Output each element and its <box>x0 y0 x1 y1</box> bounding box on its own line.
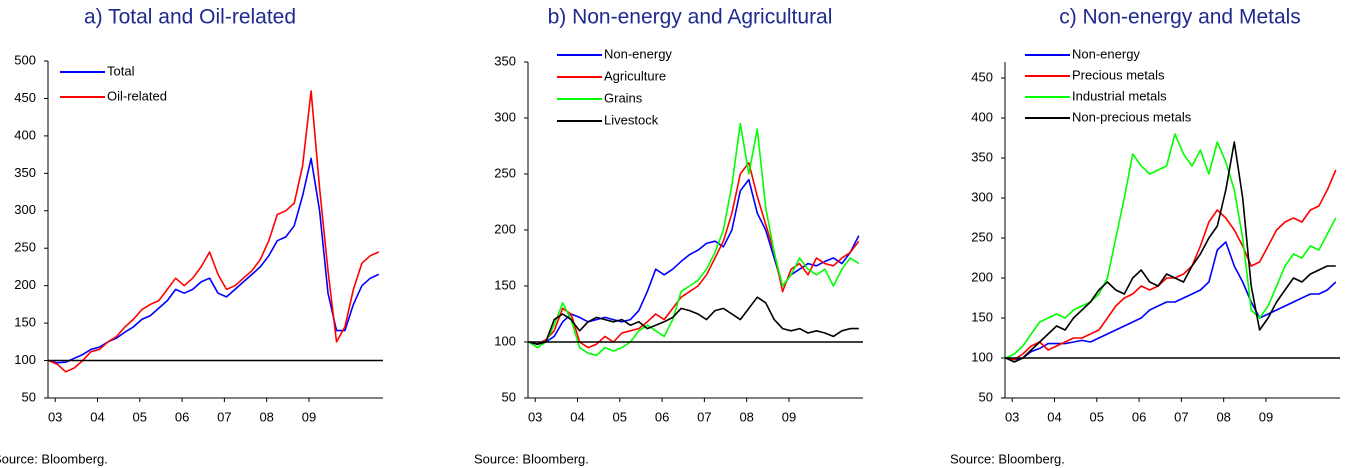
y-tick-label: 100 <box>14 352 36 367</box>
x-tick-label: 09 <box>782 409 796 424</box>
source-note: Source: Bloomberg. <box>950 451 1065 466</box>
y-tick-label: 150 <box>971 309 993 324</box>
legend-label: Oil-related <box>107 88 167 103</box>
y-tick-label: 400 <box>14 127 36 142</box>
x-tick-label: 07 <box>697 409 711 424</box>
y-tick-label: 150 <box>494 277 516 292</box>
legend-label: Agriculture <box>604 68 666 83</box>
series-line <box>1005 169 1337 361</box>
legend-label: Livestock <box>604 112 659 127</box>
y-tick-label: 250 <box>14 240 36 255</box>
legend-label: Non-energy <box>604 46 672 61</box>
x-tick-label: 09 <box>302 409 316 424</box>
chart-title: a) Total and Oil-related <box>84 6 296 29</box>
y-tick-label: 250 <box>494 165 516 180</box>
series-line <box>48 157 380 364</box>
series-line <box>1005 241 1337 361</box>
x-tick-label: 07 <box>217 409 231 424</box>
x-tick-label: 08 <box>1216 409 1230 424</box>
x-tick-label: 05 <box>1090 409 1104 424</box>
series-line <box>1005 141 1336 363</box>
y-tick-label: 200 <box>494 221 516 236</box>
chart-title: b) Non-energy and Agricultural <box>548 6 833 29</box>
x-tick-label: 07 <box>1174 409 1188 424</box>
x-tick-label: 03 <box>528 409 542 424</box>
legend-label: Non-energy <box>1072 46 1140 61</box>
y-tick-label: 300 <box>14 202 36 217</box>
x-tick-label: 05 <box>133 409 147 424</box>
series-line <box>528 296 859 345</box>
x-tick-label: 03 <box>48 409 62 424</box>
y-tick-label: 250 <box>971 229 993 244</box>
legend-label: Precious metals <box>1072 67 1165 82</box>
y-tick-label: 300 <box>971 189 993 204</box>
x-tick-label: 06 <box>1132 409 1146 424</box>
series-line <box>528 162 860 349</box>
y-tick-label: 500 <box>14 52 36 67</box>
x-tick-label: 09 <box>1259 409 1273 424</box>
series-line <box>528 178 860 345</box>
x-tick-label: 08 <box>259 409 273 424</box>
source-note: Source: Bloomberg. <box>0 451 108 466</box>
x-tick-label: 06 <box>655 409 669 424</box>
y-tick-label: 150 <box>14 315 36 330</box>
y-tick-label: 350 <box>494 53 516 68</box>
y-tick-label: 100 <box>971 349 993 364</box>
y-tick-label: 50 <box>22 389 36 404</box>
x-tick-label: 06 <box>175 409 189 424</box>
legend-label: Total <box>107 63 135 78</box>
legend-label: Industrial metals <box>1072 88 1167 103</box>
source-note: Source: Bloomberg. <box>474 451 589 466</box>
legend-label: Non-precious metals <box>1072 109 1192 124</box>
y-tick-label: 450 <box>14 90 36 105</box>
y-tick-label: 400 <box>971 109 993 124</box>
x-tick-label: 08 <box>739 409 753 424</box>
y-tick-label: 200 <box>971 269 993 284</box>
y-tick-label: 50 <box>979 389 993 404</box>
series-line <box>528 122 860 357</box>
y-tick-label: 350 <box>14 165 36 180</box>
x-tick-label: 03 <box>1005 409 1019 424</box>
y-tick-label: 50 <box>502 389 516 404</box>
x-tick-label: 05 <box>613 409 627 424</box>
y-tick-label: 100 <box>494 333 516 348</box>
legend-label: Grains <box>604 90 643 105</box>
x-tick-label: 04 <box>90 409 104 424</box>
y-tick-label: 350 <box>971 149 993 164</box>
y-tick-label: 300 <box>494 109 516 124</box>
y-tick-label: 450 <box>971 69 993 84</box>
series-line <box>1005 133 1337 359</box>
y-tick-label: 200 <box>14 277 36 292</box>
series-line <box>48 90 380 373</box>
x-tick-label: 04 <box>570 409 584 424</box>
chart-title: c) Non-energy and Metals <box>1059 6 1301 29</box>
x-tick-label: 04 <box>1047 409 1061 424</box>
